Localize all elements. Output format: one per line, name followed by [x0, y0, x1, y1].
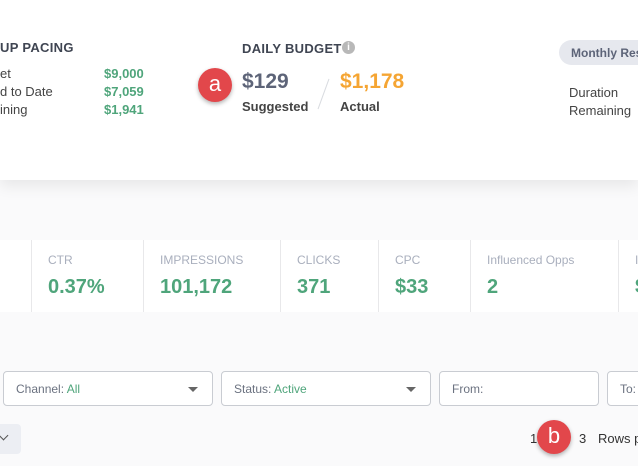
channel-label: Channel:: [16, 382, 65, 396]
pacing-label-budget: et: [0, 66, 11, 81]
duration-label: Duration: [569, 85, 619, 100]
annotation-badge-a: a: [198, 68, 232, 102]
status-label: Status:: [234, 382, 272, 396]
metric-partial: I$: [618, 240, 638, 312]
metric-impressions: IMPRESSIONS 101,172: [143, 240, 280, 312]
status-filter[interactable]: Status: Active: [221, 371, 431, 406]
metric-value: 101,172: [160, 276, 233, 298]
metric-value: $33: [395, 276, 429, 298]
pacing-value-spend: $7,059: [104, 84, 144, 99]
metric-value: 0.37%: [48, 276, 105, 298]
pacing-title: UP PACING: [0, 40, 74, 55]
channel-value: All: [66, 382, 81, 396]
pacing-label-remaining: ining: [0, 102, 28, 117]
pacing-label-spend: d to Date: [0, 84, 53, 99]
actual-label: Actual: [340, 99, 380, 114]
dropdown-button[interactable]: [0, 424, 21, 454]
channel-filter[interactable]: Channel: All: [3, 371, 213, 406]
suggested-value: $129: [242, 70, 289, 93]
divider-slash: [317, 78, 330, 110]
info-icon[interactable]: i: [342, 41, 355, 54]
daily-budget-title: DAILY BUDGET: [242, 41, 342, 56]
metric-value: $: [635, 276, 638, 299]
monthly-results-tab[interactable]: Monthly Res: [559, 40, 638, 65]
metric-clicks: CLICKS 371: [280, 240, 378, 312]
chevron-down-icon: [0, 430, 9, 441]
caret-down-icon: [188, 387, 198, 392]
metric-label: CPC: [395, 253, 421, 267]
metric-ctr: CTR 0.37%: [31, 240, 143, 312]
actual-value: $1,178: [340, 70, 405, 93]
from-label: From:: [452, 382, 484, 396]
metric-label: IMPRESSIONS: [160, 253, 244, 267]
rows-per-page-label: Rows p: [598, 431, 638, 446]
metric-value: 2: [487, 276, 499, 298]
metric-influenced-opps: Influenced Opps 2: [470, 240, 618, 312]
caret-down-icon: [406, 387, 416, 392]
metric-value: 371: [297, 276, 331, 298]
page-1[interactable]: 1: [530, 431, 538, 446]
status-value: Active: [274, 382, 307, 396]
metrics-row: CTR 0.37% IMPRESSIONS 101,172 CLICKS 371 CP…: [0, 240, 638, 312]
from-date-input[interactable]: From:: [439, 371, 599, 406]
page-3[interactable]: 3: [579, 431, 587, 446]
metric-label: Influenced Opps: [487, 253, 575, 267]
remaining-label: Remaining: [569, 103, 632, 118]
metric-cpc: CPC $33: [378, 240, 470, 312]
annotation-badge-b: b: [537, 420, 571, 454]
to-label: To:: [620, 382, 637, 396]
to-date-input[interactable]: To:: [607, 371, 638, 406]
metric-label: CLICKS: [297, 253, 341, 267]
metric-label: I: [635, 253, 638, 267]
pacing-value-remaining: $1,941: [104, 102, 144, 117]
pacing-value-budget: $9,000: [104, 66, 144, 81]
summary-card: UP PACING et $9,000 d to Date $7,059 ini…: [0, 0, 638, 180]
suggested-label: Suggested: [242, 99, 309, 114]
metric-label: CTR: [48, 253, 73, 267]
